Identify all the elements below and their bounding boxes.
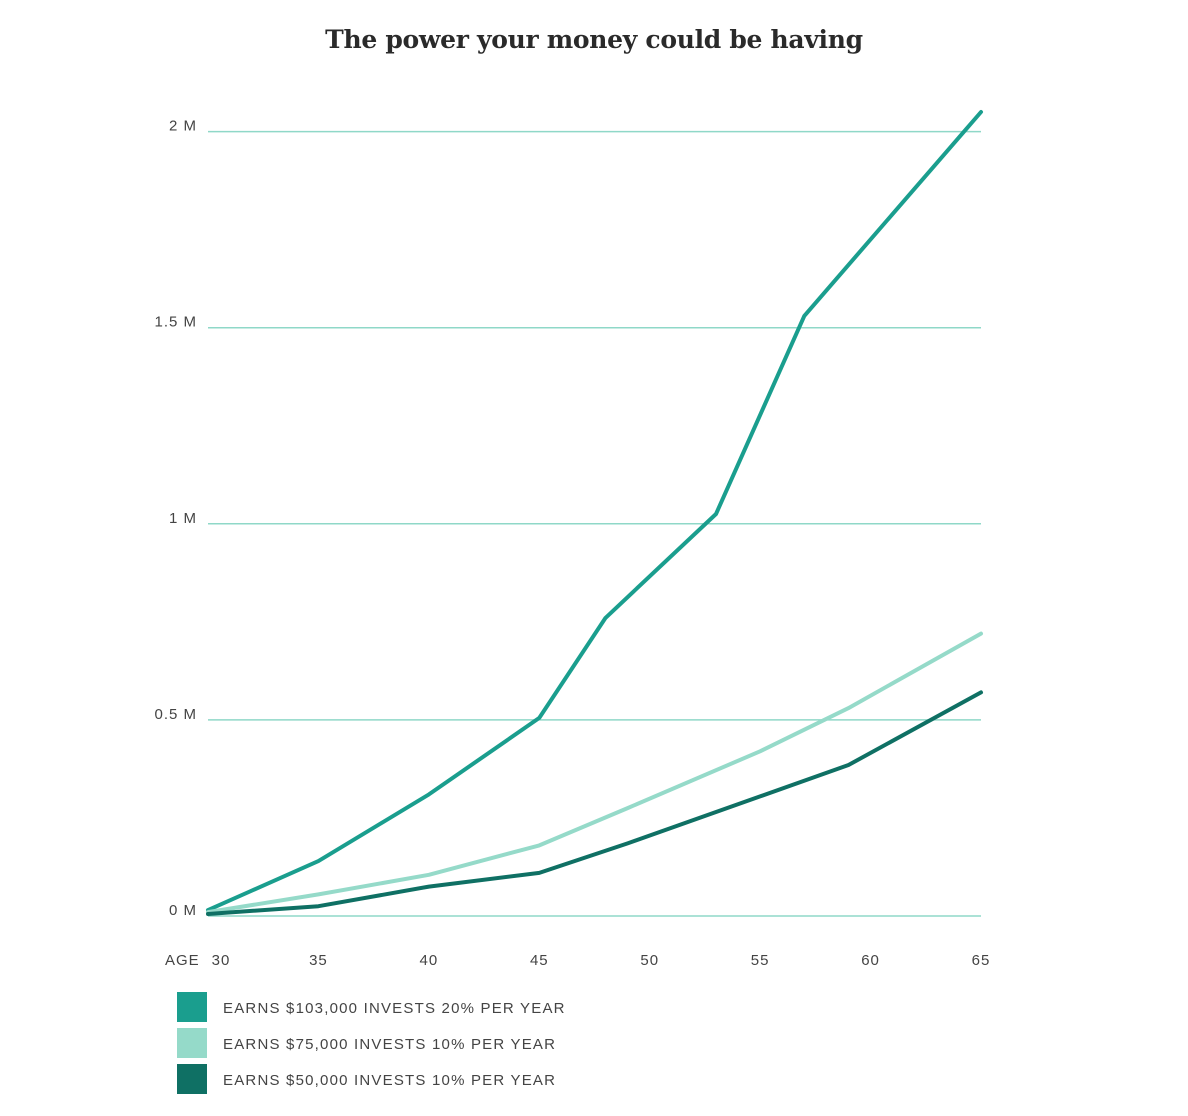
series-line-3 bbox=[206, 690, 983, 916]
legend-label-3: EARNS $50,000 INVESTS 10% PER YEAR bbox=[223, 1072, 556, 1089]
series-line-2 bbox=[206, 631, 983, 915]
x-tick-label: 30 bbox=[212, 952, 231, 969]
x-tick-label: 65 bbox=[972, 952, 991, 969]
x-tick-label: 35 bbox=[309, 952, 328, 969]
legend-label-2: EARNS $75,000 INVESTS 10% PER YEAR bbox=[223, 1036, 556, 1053]
series-lines bbox=[206, 110, 983, 916]
legend: EARNS $103,000 INVESTS 20% PER YEAR EARNS… bbox=[177, 992, 566, 1094]
x-tick-label: 50 bbox=[640, 952, 659, 969]
legend-swatch-3 bbox=[177, 1064, 207, 1094]
y-tick-label: 0 M bbox=[169, 902, 197, 919]
grid-lines bbox=[208, 130, 981, 917]
series-line-1 bbox=[206, 110, 983, 913]
x-axis-label: AGE bbox=[165, 952, 200, 969]
x-tick-label: 45 bbox=[530, 952, 549, 969]
x-tick-label: 55 bbox=[751, 952, 770, 969]
y-tick-label: 2 M bbox=[169, 118, 197, 135]
legend-label-1: EARNS $103,000 INVESTS 20% PER YEAR bbox=[223, 1000, 566, 1017]
y-tick-label: 0.5 M bbox=[154, 706, 197, 723]
y-tick-label: 1.5 M bbox=[154, 314, 197, 331]
y-axis-ticks: 0 M 0.5 M 1 M 1.5 M 2 M bbox=[154, 118, 197, 919]
x-tick-label: 60 bbox=[861, 952, 880, 969]
x-tick-label: 40 bbox=[420, 952, 439, 969]
chart-title: The power your money could be having bbox=[325, 25, 863, 54]
y-tick-label: 1 M bbox=[169, 510, 197, 527]
legend-swatch-2 bbox=[177, 1028, 207, 1058]
x-axis-ticks: 30 35 40 45 50 55 60 65 bbox=[212, 952, 991, 969]
legend-swatch-1 bbox=[177, 992, 207, 1022]
